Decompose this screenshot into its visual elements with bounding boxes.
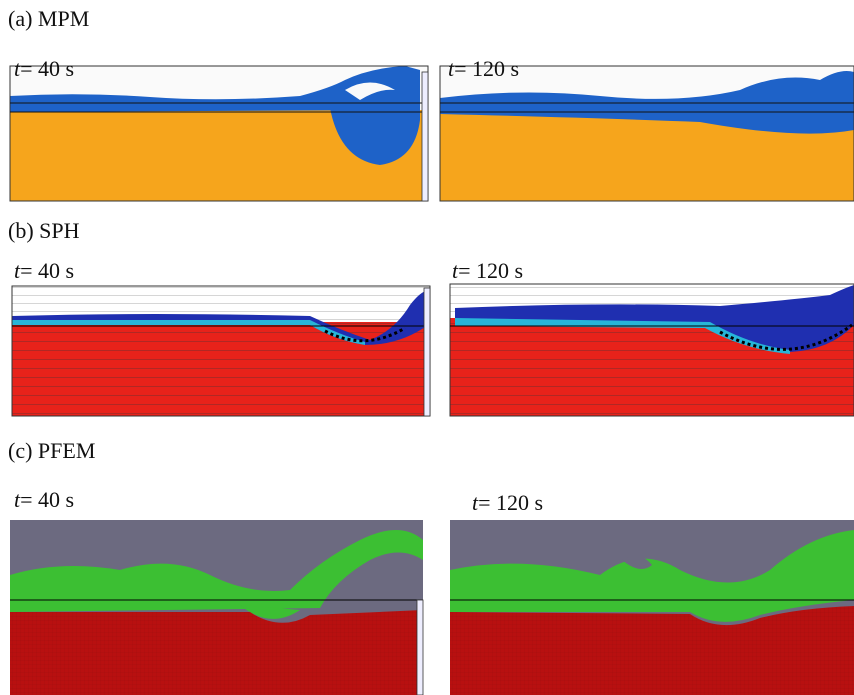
time-label: t= 120 s [448,56,519,82]
panel-label: (c) PFEM [8,438,95,464]
time-label: t= 40 s [14,258,74,284]
time-label: t= 40 s [14,56,74,82]
time-label: t= 40 s [14,487,74,513]
pfem-40 [10,520,423,695]
time-label: t= 120 s [472,490,543,516]
mpm-120 [440,66,854,201]
mpm-40 [10,66,428,201]
sph-40 [12,286,430,416]
pfem-120 [450,520,854,695]
snapshots [0,0,854,695]
sph-120 [450,284,854,416]
panel-label: (a) MPM [8,6,89,32]
figure: (a) MPM t= 40 s t= 120 s (b) SPH t= 40 s… [0,0,854,695]
time-label: t= 120 s [452,258,523,284]
panel-label: (b) SPH [8,218,80,244]
